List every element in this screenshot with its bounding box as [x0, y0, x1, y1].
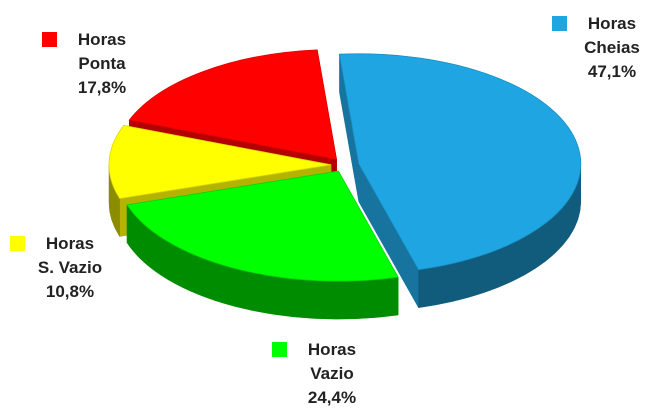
label-row: Horas S. Vazio: [10, 232, 109, 280]
category-label: Horas Vazio: [307, 340, 357, 383]
slice: [108, 124, 332, 199]
value-label: 47,1%: [587, 62, 637, 81]
legend-swatch: [272, 342, 287, 357]
value-label: 17,8%: [77, 78, 127, 97]
category-label: Horas S. Vazio: [37, 234, 103, 277]
legend-swatch: [552, 16, 567, 31]
label-row: Horas Vazio: [272, 338, 371, 386]
slice: [338, 53, 582, 271]
value-label: 10,8%: [45, 282, 95, 301]
slice-label: Horas Ponta 17,8%: [42, 28, 141, 100]
category-label: Horas Cheias: [584, 14, 640, 57]
legend-swatch: [10, 236, 25, 251]
label-row: Horas Cheias: [552, 12, 646, 60]
category-label: Horas Ponta: [77, 30, 127, 73]
slice-label: Horas S. Vazio 10,8%: [10, 232, 109, 304]
slice: [128, 49, 338, 160]
legend-swatch: [42, 32, 57, 47]
value-label: 24,4%: [307, 388, 357, 407]
slice: [126, 170, 399, 282]
slice-label: Horas Vazio 24,4%: [272, 338, 371, 410]
label-row: Horas Ponta: [42, 28, 141, 76]
slice-label: Horas Cheias 47,1%: [552, 12, 646, 84]
